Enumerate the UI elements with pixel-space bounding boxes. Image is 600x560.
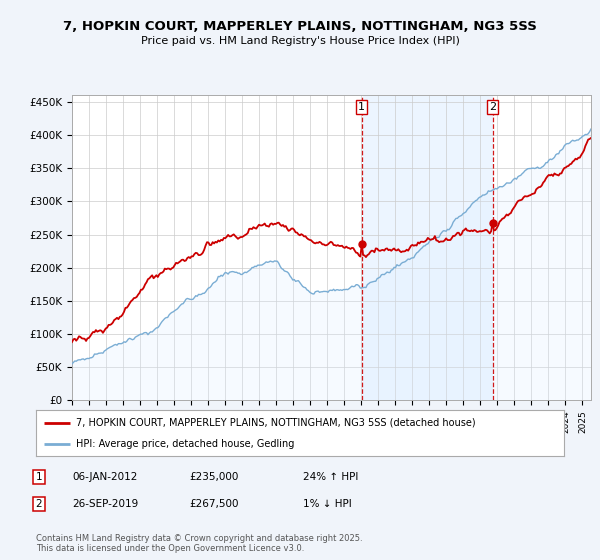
Text: 1: 1 [35,472,43,482]
Text: 06-JAN-2012: 06-JAN-2012 [72,472,137,482]
Text: 7, HOPKIN COURT, MAPPERLEY PLAINS, NOTTINGHAM, NG3 5SS (detached house): 7, HOPKIN COURT, MAPPERLEY PLAINS, NOTTI… [76,418,475,428]
Text: 24% ↑ HPI: 24% ↑ HPI [303,472,358,482]
Text: 2: 2 [35,499,43,509]
Text: 1% ↓ HPI: 1% ↓ HPI [303,499,352,509]
Text: Price paid vs. HM Land Registry's House Price Index (HPI): Price paid vs. HM Land Registry's House … [140,36,460,46]
Text: £235,000: £235,000 [189,472,238,482]
Text: 26-SEP-2019: 26-SEP-2019 [72,499,138,509]
Text: 7, HOPKIN COURT, MAPPERLEY PLAINS, NOTTINGHAM, NG3 5SS: 7, HOPKIN COURT, MAPPERLEY PLAINS, NOTTI… [63,20,537,32]
Text: HPI: Average price, detached house, Gedling: HPI: Average price, detached house, Gedl… [76,439,294,449]
Text: 1: 1 [358,102,365,113]
Text: 2: 2 [489,102,496,113]
Text: Contains HM Land Registry data © Crown copyright and database right 2025.
This d: Contains HM Land Registry data © Crown c… [36,534,362,553]
Text: £267,500: £267,500 [189,499,239,509]
